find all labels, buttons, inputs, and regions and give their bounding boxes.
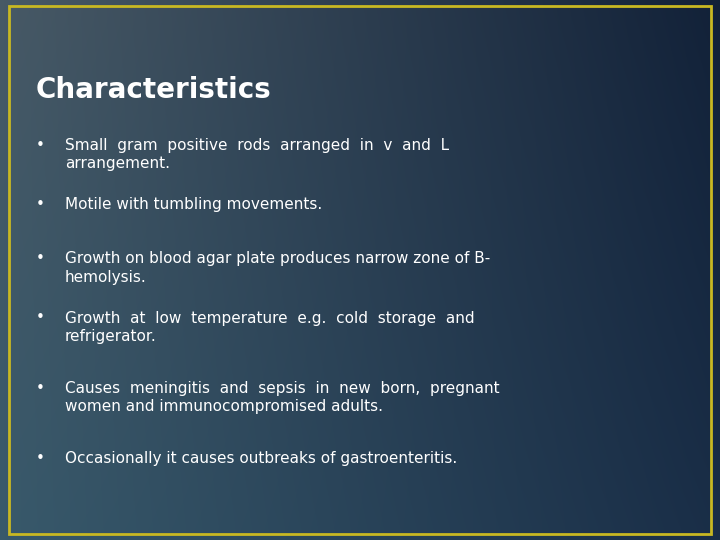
- Text: Characteristics: Characteristics: [36, 76, 271, 104]
- Text: Small  gram  positive  rods  arranged  in  v  and  L
arrangement.: Small gram positive rods arranged in v a…: [65, 138, 449, 171]
- Text: Causes  meningitis  and  sepsis  in  new  born,  pregnant
women and immunocompro: Causes meningitis and sepsis in new born…: [65, 381, 500, 414]
- Text: Growth  at  low  temperature  e.g.  cold  storage  and
refrigerator.: Growth at low temperature e.g. cold stor…: [65, 310, 474, 344]
- Text: Growth on blood agar plate produces narrow zone of B-
hemolysis.: Growth on blood agar plate produces narr…: [65, 251, 490, 285]
- Text: •: •: [36, 138, 45, 153]
- Text: •: •: [36, 310, 45, 326]
- Text: •: •: [36, 451, 45, 466]
- Text: Motile with tumbling movements.: Motile with tumbling movements.: [65, 197, 322, 212]
- Text: •: •: [36, 197, 45, 212]
- Text: •: •: [36, 251, 45, 266]
- Text: •: •: [36, 381, 45, 396]
- Text: Occasionally it causes outbreaks of gastroenteritis.: Occasionally it causes outbreaks of gast…: [65, 451, 457, 466]
